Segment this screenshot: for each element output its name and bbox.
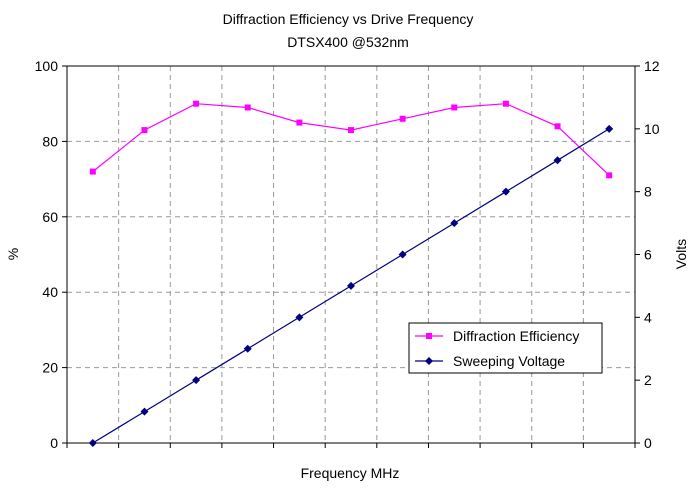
data-point-voltage [88,439,97,447]
data-point-voltage [605,124,614,133]
legend-marker-voltage [425,357,433,365]
right-tick-label: 10 [644,121,660,137]
legend-label-voltage: Sweeping Voltage [453,353,565,369]
data-point-voltage [553,156,562,165]
right-tick-label: 4 [644,309,652,325]
data-point-diffraction [606,172,613,179]
data-point-diffraction [141,127,148,134]
left-tick-label: 80 [42,133,58,149]
data-point-diffraction [193,100,200,107]
chart-title: Diffraction Efficiency vs Drive Frequenc… [223,11,474,27]
left-tick-label: 20 [42,360,58,376]
series-layer [88,100,614,447]
data-point-diffraction [89,168,96,175]
x-axis-ticks [66,443,636,448]
left-axis-ticks: 0 20 40 60 80 100 [35,58,67,451]
left-tick-label: 0 [50,435,58,451]
legend: Diffraction Efficiency Sweeping Voltage [408,322,603,374]
data-point-diffraction [296,119,303,126]
data-point-diffraction [502,100,509,107]
right-tick-label: 0 [644,435,652,451]
data-point-diffraction [348,127,354,134]
legend-marker-diffraction [426,333,432,339]
data-point-voltage [347,281,355,290]
data-point-voltage [398,250,407,259]
right-axis-ticks: 0 2 4 6 8 10 12 [635,58,660,451]
data-point-voltage [501,187,510,196]
legend-label-diffraction: Diffraction Efficiency [453,328,579,344]
data-point-diffraction [451,104,458,111]
data-point-voltage [295,313,304,322]
grid [67,66,635,443]
data-point-diffraction [554,123,561,130]
left-tick-label: 60 [42,209,58,225]
data-point-diffraction [244,104,251,111]
left-tick-label: 100 [35,58,59,74]
left-axis-label: % [5,248,21,260]
chart-subtitle: DTSX400 @532nm [287,34,409,50]
right-tick-label: 8 [644,184,652,200]
data-point-diffraction [399,115,406,122]
x-axis-label: Frequency MHz [301,465,400,481]
data-point-voltage [243,344,252,353]
left-tick-label: 40 [42,284,58,300]
legend-box [408,322,603,374]
right-tick-label: 6 [644,247,652,263]
right-tick-label: 12 [644,58,660,74]
data-point-voltage [192,376,201,385]
right-tick-label: 2 [644,372,652,388]
data-point-voltage [140,407,149,416]
right-axis-label: Volts [673,239,689,269]
data-point-voltage [450,219,459,228]
